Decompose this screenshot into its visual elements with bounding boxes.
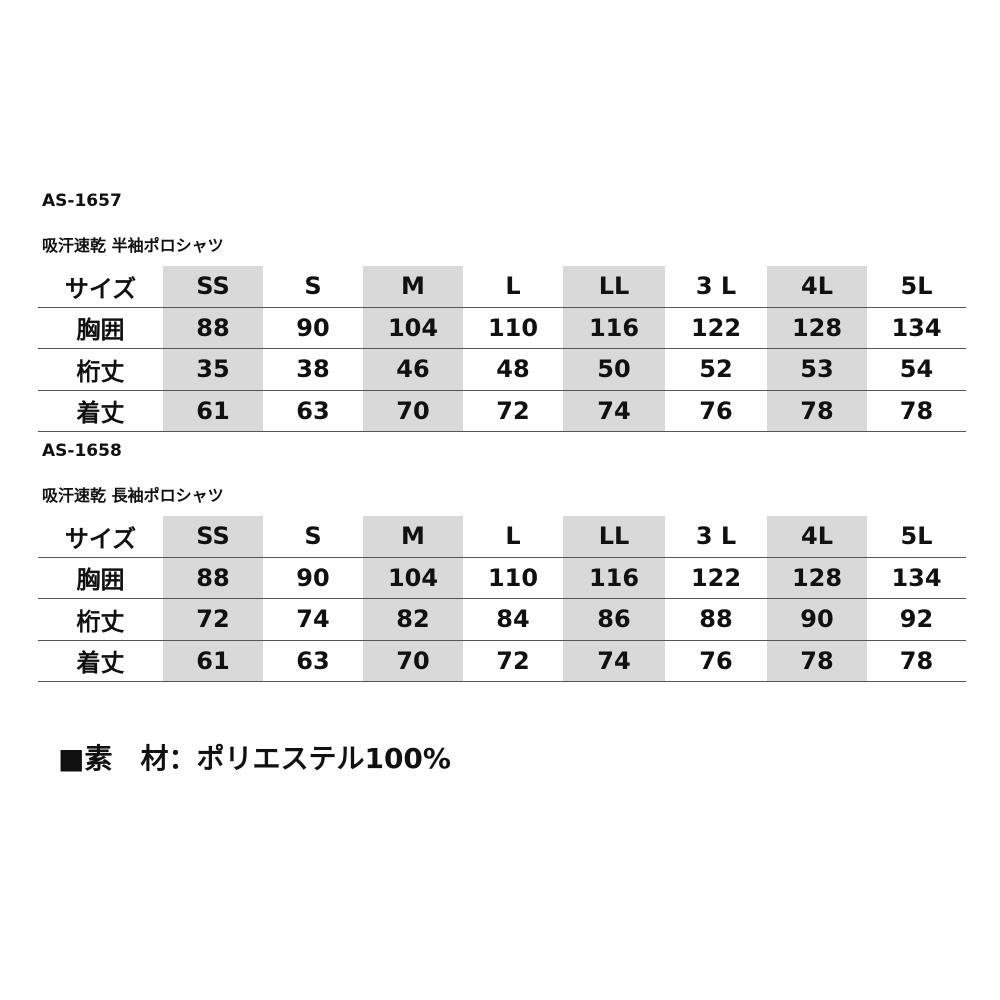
row-label: 桁丈 [76,607,125,636]
size-header-cell: 4L [767,266,867,307]
value-cell: 38 [296,355,330,384]
value-cell: 110 [487,313,539,342]
value-cell: 90 [296,313,330,342]
value-cell: 110 [487,563,539,592]
size-header-cell: M [363,266,463,307]
size-header-cell: 3 L [695,522,737,551]
size-header-cell: SS [163,266,263,307]
value-cell: 84 [496,605,530,634]
table-row: 桁丈 35 38 46 48 50 52 53 54 [38,349,966,391]
size-header-cell: 5L [900,522,933,551]
table-row: 胸囲 88 90 104 110 116 122 128 134 [38,307,966,349]
value-cell: 88 [699,605,733,634]
size-header-cell: L [505,272,521,301]
value-cell: 116 [563,557,665,598]
row-label: 桁丈 [76,357,125,386]
size-header-cell: LL [563,266,665,307]
size-header-cell: SS [163,516,263,557]
value-cell: 90 [767,599,867,640]
value-cell: 63 [296,646,330,675]
value-cell: 88 [163,557,263,598]
value-cell: 70 [363,390,463,431]
size-header-cell: L [505,522,521,551]
row-label: 着丈 [76,399,125,428]
product-title-2: 吸汗速乾 長袖ポロシャツ [42,486,224,505]
value-cell: 78 [899,396,934,425]
value-cell: 61 [163,390,263,431]
value-cell: 134 [891,563,942,592]
row-label: サイズ [64,274,137,303]
value-cell: 53 [767,349,867,390]
value-cell: 76 [699,646,733,675]
size-header-cell: 5L [900,272,933,301]
value-cell: 78 [767,640,867,681]
value-cell: 92 [899,605,934,634]
table-header-row: サイズ SS S M L LL 3 L 4L 5L [38,266,966,308]
value-cell: 52 [699,355,733,384]
row-label: 胸囲 [76,566,125,595]
row-label: サイズ [64,524,137,553]
product-code-1: AS-1657 [42,191,122,211]
value-cell: 122 [690,313,742,342]
size-table-1: サイズ SS S M L LL 3 L 4L 5L 胸囲 88 90 104 110 116 122 128 13… [38,266,966,432]
product-title-1: 吸汗速乾 半袖ポロシャツ [42,236,224,255]
value-cell: 82 [363,599,463,640]
table-row: 着丈 61 63 70 72 74 76 78 78 [38,640,966,682]
size-header-cell: S [304,522,322,551]
value-cell: 78 [767,390,867,431]
value-cell: 72 [496,396,530,425]
size-header-cell: 4L [767,516,867,557]
value-cell: 90 [296,563,330,592]
product-code-2: AS-1658 [42,441,122,461]
value-cell: 48 [496,355,530,384]
size-header-cell: S [304,272,322,301]
value-cell: 88 [163,307,263,348]
material-note: ■素 材：ポリエステル100% [58,742,451,775]
value-cell: 122 [690,563,742,592]
value-cell: 128 [767,307,867,348]
size-header-cell: LL [563,516,665,557]
size-header-cell: 3 L [695,272,737,301]
value-cell: 74 [296,605,330,634]
table-row: 着丈 61 63 70 72 74 76 78 78 [38,390,966,432]
value-cell: 76 [699,396,733,425]
value-cell: 50 [563,349,665,390]
value-cell: 63 [296,396,330,425]
table-row: 桁丈 72 74 82 84 86 88 90 92 [38,599,966,641]
value-cell: 74 [563,390,665,431]
size-table-2: サイズ SS S M L LL 3 L 4L 5L 胸囲 88 90 104 110 116 122 128 13… [38,516,966,682]
table-header-row: サイズ SS S M L LL 3 L 4L 5L [38,516,966,558]
value-cell: 128 [767,557,867,598]
value-cell: 104 [363,557,463,598]
value-cell: 104 [363,307,463,348]
value-cell: 86 [563,599,665,640]
value-cell: 46 [363,349,463,390]
value-cell: 35 [163,349,263,390]
value-cell: 72 [163,599,263,640]
value-cell: 61 [163,640,263,681]
table-row: 胸囲 88 90 104 110 116 122 128 134 [38,557,966,599]
value-cell: 72 [496,646,530,675]
row-label: 胸囲 [76,316,125,345]
value-cell: 54 [899,355,934,384]
value-cell: 78 [899,646,934,675]
row-label: 着丈 [76,649,125,678]
size-header-cell: M [363,516,463,557]
value-cell: 74 [563,640,665,681]
value-cell: 116 [563,307,665,348]
value-cell: 70 [363,640,463,681]
value-cell: 134 [891,313,942,342]
